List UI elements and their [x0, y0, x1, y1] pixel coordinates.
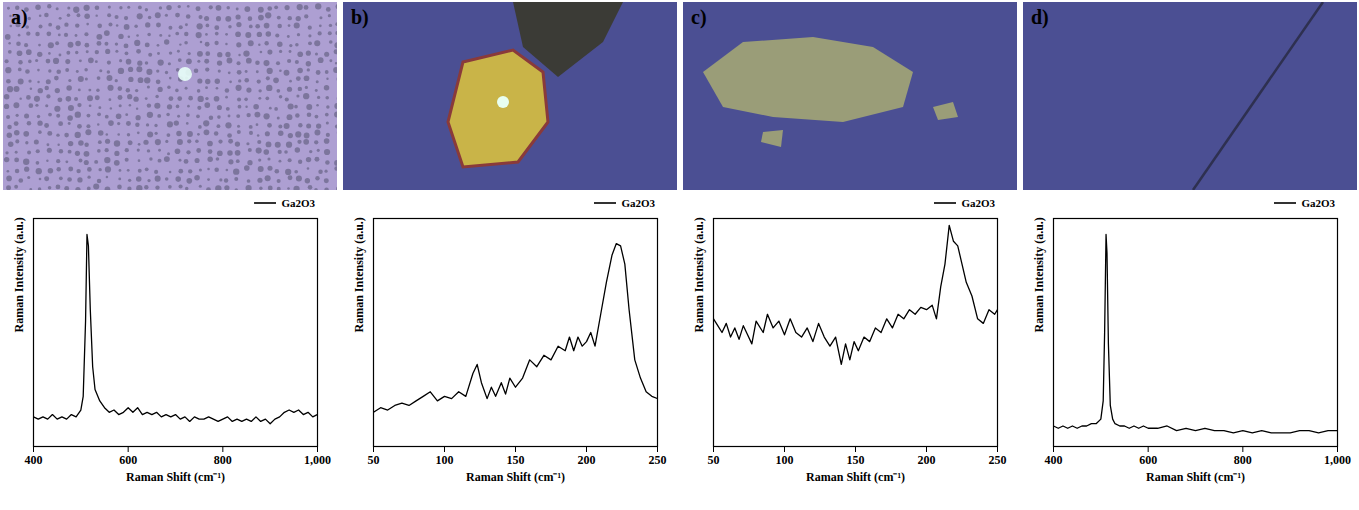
svg-text:800: 800	[1234, 453, 1252, 467]
svg-text:250: 250	[649, 453, 667, 467]
svg-text:Raman Shift (cm⁻¹): Raman Shift (cm⁻¹)	[806, 470, 905, 484]
html-text:Ga2O3: Ga2O3	[961, 197, 995, 209]
html-text:Ga2O3: Ga2O3	[1301, 197, 1335, 209]
html-text:c): c)	[691, 6, 707, 28]
html-text:Ga2O3: Ga2O3	[621, 197, 655, 209]
html-text:Ga2O3: Ga2O3	[281, 197, 315, 209]
svg-text:150: 150	[847, 453, 865, 467]
svg-text:Raman Intensity (a.u.): Raman Intensity (a.u.)	[12, 217, 26, 332]
svg-text:Raman Intensity (a.u.): Raman Intensity (a.u.)	[1032, 217, 1046, 332]
svg-text:400: 400	[1045, 453, 1063, 467]
svg-text:Raman Shift (cm⁻¹): Raman Shift (cm⁻¹)	[466, 470, 565, 484]
svg-text:50: 50	[708, 453, 720, 467]
svg-text:200: 200	[918, 453, 936, 467]
svg-text:200: 200	[578, 453, 596, 467]
svg-text:100: 100	[776, 453, 794, 467]
svg-text:Raman Intensity (a.u.): Raman Intensity (a.u.)	[352, 217, 366, 332]
svg-text:600: 600	[119, 453, 137, 467]
svg-text:100: 100	[436, 453, 454, 467]
svg-text:150: 150	[507, 453, 525, 467]
svg-text:800: 800	[214, 453, 232, 467]
svg-text:Raman Shift (cm⁻¹): Raman Shift (cm⁻¹)	[126, 470, 225, 484]
svg-text:50: 50	[368, 453, 380, 467]
svg-text:1,000: 1,000	[1324, 453, 1351, 467]
svg-text:Raman Intensity (a.u.): Raman Intensity (a.u.)	[692, 217, 706, 332]
svg-text:400: 400	[25, 453, 43, 467]
svg-text:600: 600	[1139, 453, 1157, 467]
html-text:a): a)	[11, 6, 28, 28]
svg-text:1,000: 1,000	[304, 453, 331, 467]
html-text:b): b)	[351, 6, 369, 28]
svg-text:250: 250	[989, 453, 1007, 467]
svg-text:Raman Shift (cm⁻¹): Raman Shift (cm⁻¹)	[1146, 470, 1245, 484]
html-text:d): d)	[1031, 6, 1049, 28]
